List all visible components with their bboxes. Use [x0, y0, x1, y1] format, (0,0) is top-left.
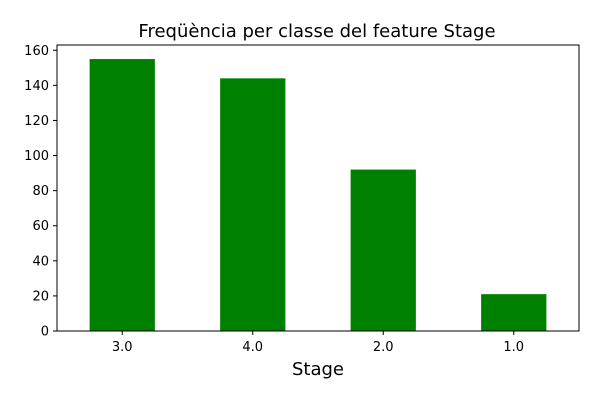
- plot-frame: [56, 44, 580, 332]
- chart-title: Freqüència per classe del feature Stage: [138, 21, 495, 42]
- x-axis-label: Stage: [292, 359, 344, 380]
- bars-group: [89, 59, 547, 332]
- y-axis: 0 20 40 60 80 100 120 140 160: [24, 44, 57, 340]
- x-axis: 3.0 4.0 2.0 1.0: [112, 331, 524, 355]
- bar-4.0: [220, 78, 286, 331]
- bar-3.0: [89, 59, 155, 332]
- y-tick-label: 140: [24, 79, 49, 94]
- y-tick-label: 60: [32, 219, 49, 234]
- y-tick-label: 160: [24, 44, 49, 59]
- x-tick-label: 3.0: [112, 340, 133, 355]
- y-tick-label: 80: [32, 184, 49, 199]
- y-tick-label: 40: [32, 254, 49, 269]
- y-tick-label: 100: [24, 149, 49, 164]
- x-tick-label: 1.0: [503, 340, 524, 355]
- y-tick-label: 0: [41, 325, 49, 340]
- bar-2.0: [350, 169, 416, 331]
- y-tick-label: 120: [24, 114, 49, 129]
- x-tick-label: 4.0: [242, 340, 263, 355]
- x-tick-label: 2.0: [373, 340, 394, 355]
- bar-1.0: [481, 294, 547, 331]
- y-tick-label: 20: [32, 289, 49, 304]
